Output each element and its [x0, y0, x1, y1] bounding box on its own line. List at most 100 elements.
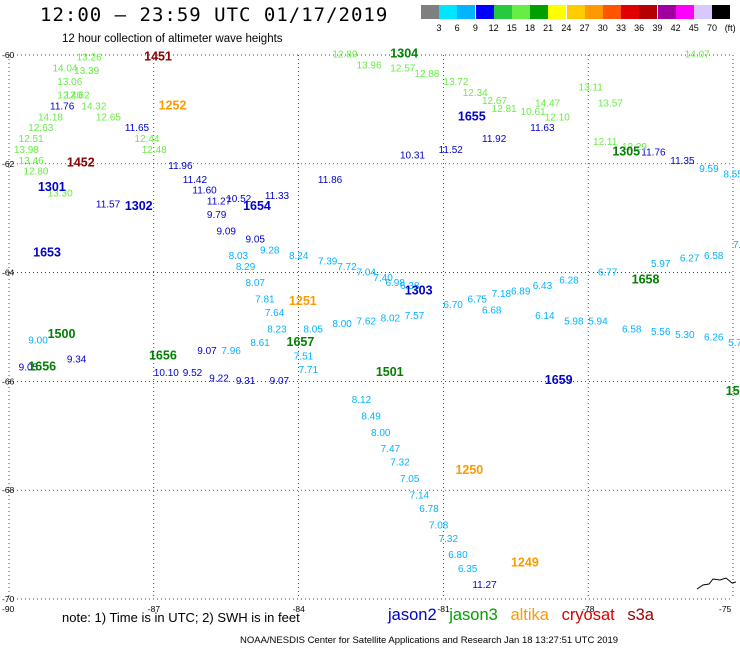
pass-time-label: 1250 [455, 463, 483, 477]
y-axis-label: -68 [2, 485, 15, 495]
color-tick-label: 45 [688, 23, 699, 33]
color-tick-label: 36 [634, 23, 645, 33]
color-swatch [493, 5, 512, 19]
wave-height-value: 10.61 [521, 107, 546, 118]
wave-height-value: 7.51 [294, 352, 314, 363]
x-axis-label: -87 [148, 604, 161, 614]
color-swatch [621, 5, 640, 19]
wave-height-value: 12.67 [482, 96, 507, 107]
wave-height-value: 9.05 [19, 363, 39, 374]
wave-height-value: 13.39 [74, 66, 99, 77]
color-tick-label: 12 [488, 23, 499, 33]
wave-height-value: 9.07 [197, 346, 217, 357]
wave-height-value: 11.35 [670, 156, 695, 167]
wave-height-value: 7.39 [318, 256, 338, 267]
pass-time-label: 1501 [376, 365, 404, 379]
wave-height-value: 9.34 [67, 354, 87, 365]
wave-height-value: 9.07 [270, 376, 290, 387]
wave-height-value: 11.76 [641, 148, 666, 159]
wave-height-value: 7.08 [429, 520, 449, 531]
color-swatch [639, 5, 658, 19]
legend-item-s3a: s3a [627, 606, 654, 624]
wave-height-value: 5.97 [651, 259, 671, 270]
wave-height-value: 8.03 [229, 251, 249, 262]
wave-height-value: 8.61 [250, 338, 270, 349]
color-swatch [512, 5, 530, 19]
wave-height-value: 13.26 [77, 52, 102, 63]
wave-height-value: 12.65 [96, 112, 121, 123]
wave-height-value: 6.78 [419, 504, 439, 515]
wave-height-value: 6.35 [458, 564, 478, 575]
coastline [696, 577, 737, 590]
wave-height-value: 11.52 [439, 145, 464, 156]
color-swatch [675, 5, 694, 19]
color-tick-label: 6 [454, 23, 460, 33]
color-swatch [712, 5, 731, 19]
y-axis-label: -64 [2, 268, 15, 278]
wave-height-value: 11.63 [530, 123, 555, 134]
wave-height-value: 8.02 [381, 314, 401, 325]
wave-height-value: 6.68 [482, 305, 502, 316]
wave-height-value: 14.07 [685, 50, 710, 61]
pass-time-label: 1657 [287, 335, 315, 349]
color-swatch [439, 5, 458, 19]
color-tick-label: 9 [472, 23, 478, 33]
wave-height-value: 8.49 [361, 411, 381, 422]
wave-height-value: 6.58 [704, 251, 724, 262]
y-axis-label: -70 [2, 594, 15, 604]
wave-height-value: 7.62 [357, 316, 377, 327]
grid-layer [8, 54, 734, 600]
wave-height-value: 11.76 [50, 101, 75, 112]
color-swatch [694, 5, 712, 19]
color-tick-label: 18 [524, 23, 535, 33]
wave-height-value: 8.00 [332, 319, 352, 330]
wave-height-value: 7.32 [439, 534, 459, 545]
color-tick-label: 33 [615, 23, 626, 33]
color-swatch [566, 5, 585, 19]
wave-height-value: 12.63 [28, 123, 53, 134]
wave-height-value: 11.27 [207, 197, 232, 208]
x-axis-label: -84 [293, 604, 306, 614]
coastline-segment [696, 577, 737, 590]
pass-time-label: 1655 [458, 109, 486, 123]
wave-height-value: 7.64 [265, 308, 285, 319]
pass-time-label: 1303 [405, 283, 433, 297]
y-axis-label: -60 [2, 50, 15, 60]
wave-height-value: 8.24 [289, 251, 309, 262]
pass-time-label: 1252 [159, 98, 187, 112]
wave-height-value: 7.50 [733, 240, 740, 251]
pass-time-label: 1656 [149, 349, 177, 363]
wave-height-value: 9.00 [28, 335, 48, 346]
wave-height-value: 12.57 [390, 63, 415, 74]
wave-height-value: 6.80 [448, 550, 468, 561]
axis-labels-layer: -60 -62 -64 -66 -68 -70-90 -87 -84 -81 -78 -75 [2, 50, 732, 614]
color-swatch [657, 5, 676, 19]
x-axis-label: -78 [582, 604, 595, 614]
wave-height-value: 6.70 [443, 300, 463, 311]
pass-time-label: 1452 [67, 156, 95, 170]
pass-time-label: 1659 [545, 373, 573, 387]
pass-time-label: 1654 [243, 199, 271, 213]
wave-height-value: 14.47 [535, 99, 560, 110]
color-tick-label: 39 [652, 23, 663, 33]
wave-height-value: 12.89 [332, 50, 357, 61]
color-tick-label: (ft) [724, 23, 736, 33]
wave-height-value: 6.75 [468, 295, 488, 306]
pass-time-label: 1451 [144, 49, 172, 63]
wave-height-value: 5.56 [651, 327, 671, 338]
color-tick-label: 15 [506, 23, 517, 33]
satellite-legend: jason2 jason3 altika cryosat s3a [388, 606, 662, 625]
pass-time-label: 1500 [48, 327, 76, 341]
wave-height-value: 11.60 [192, 186, 217, 197]
wave-height-value: 11.27 [472, 580, 497, 591]
pass-time-label: 1658 [632, 272, 660, 286]
pass-time-label: 1249 [511, 555, 539, 569]
wave-height-value: 8.29 [236, 262, 256, 273]
wave-height-value: 8.12 [352, 395, 372, 406]
color-tick-label: 27 [579, 23, 590, 33]
color-swatch [530, 5, 549, 19]
wave-height-value: 11.96 [168, 161, 193, 172]
color-tick-label: 24 [561, 23, 572, 33]
wave-height-value: 13.11 [579, 82, 604, 93]
